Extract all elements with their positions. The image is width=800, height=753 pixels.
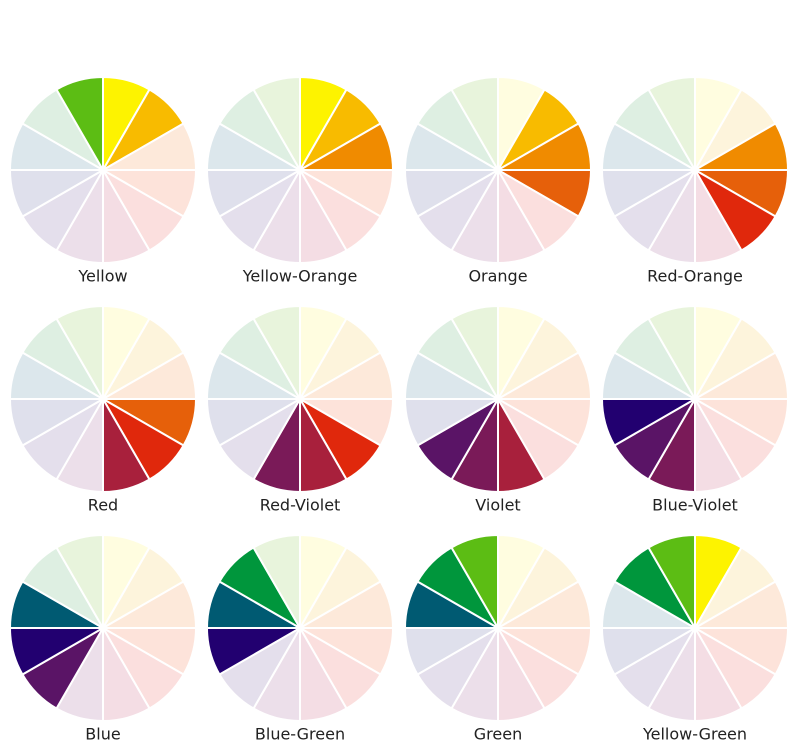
color-wheel: Yellow-Orange bbox=[205, 75, 395, 286]
highlighted-segment bbox=[55, 75, 104, 174]
wheel-label: Blue-Violet bbox=[652, 496, 738, 515]
wheel-label: Blue-Green bbox=[255, 725, 345, 744]
wheel-segment bbox=[55, 304, 104, 403]
wheel-label: Yellow-Green bbox=[642, 725, 747, 744]
color-wheel: Red-Violet bbox=[205, 304, 395, 515]
highlighted-segment bbox=[450, 533, 499, 632]
wheel-label: Yellow bbox=[77, 267, 127, 286]
color-wheel: Orange bbox=[403, 75, 593, 286]
wheel-label: Red-Violet bbox=[260, 496, 341, 515]
color-wheel: Blue-Green bbox=[205, 533, 395, 744]
wheel-label: Green bbox=[474, 725, 522, 744]
wheel-label: Red-Orange bbox=[647, 267, 743, 286]
wheel-segment bbox=[647, 75, 696, 174]
wheel-segment bbox=[450, 304, 499, 403]
color-wheel: Yellow-Green bbox=[600, 533, 790, 744]
wheel-label: Violet bbox=[475, 496, 520, 515]
wheel-label: Yellow-Orange bbox=[242, 267, 358, 286]
color-wheel: Red bbox=[8, 304, 198, 515]
wheel-segment bbox=[55, 533, 104, 632]
wheel-segment bbox=[252, 304, 301, 403]
wheel-label: Red bbox=[88, 496, 118, 515]
wheel-segment bbox=[450, 75, 499, 174]
highlighted-segment bbox=[647, 533, 696, 632]
color-wheel: Green bbox=[403, 533, 593, 744]
color-wheel: Yellow bbox=[8, 75, 198, 286]
color-wheel: Blue bbox=[8, 533, 198, 744]
wheel-label: Orange bbox=[468, 267, 527, 286]
wheel-segment bbox=[252, 533, 301, 632]
wheel-label: Blue bbox=[85, 725, 120, 744]
color-wheel: Red-Orange bbox=[600, 75, 790, 286]
wheel-segment bbox=[252, 75, 301, 174]
color-wheel: Violet bbox=[403, 304, 593, 515]
wheel-segment bbox=[647, 304, 696, 403]
color-wheel: Blue-Violet bbox=[600, 304, 790, 515]
